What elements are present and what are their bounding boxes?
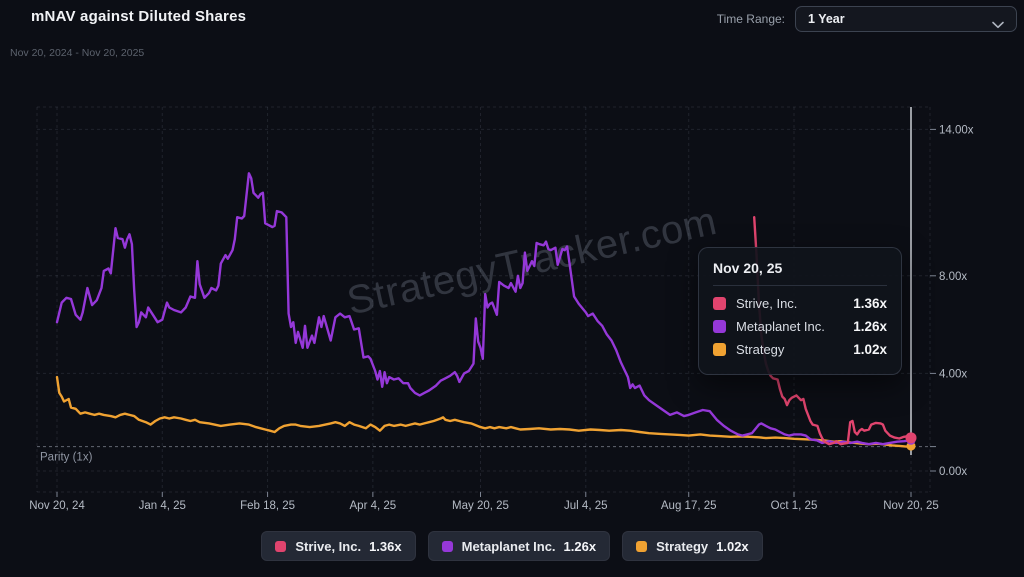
x-axis-label: Jan 4, 25 xyxy=(139,500,186,512)
end-dot-strive-inc xyxy=(905,432,917,444)
tooltip-series-value: 1.36x xyxy=(853,296,887,311)
time-range-select[interactable]: 1 Year xyxy=(795,6,1017,32)
tooltip-series-name: Strategy xyxy=(736,342,785,357)
legend-series-value: 1.36x xyxy=(369,538,402,554)
legend-series-name: Strive, Inc. xyxy=(295,538,362,554)
axis-ticks xyxy=(56,128,936,497)
chart-tooltip: Nov 20, 25 Strive, Inc. 1.36x Metaplanet I… xyxy=(698,247,902,375)
series-swatch-icon xyxy=(713,297,726,310)
legend-chip-strive-inc[interactable]: Strive, Inc. 1.36x xyxy=(261,531,416,561)
y-axis-label: 14.00x xyxy=(939,124,974,136)
date-range-subtitle: Nov 20, 2024 - Nov 20, 2025 xyxy=(10,47,145,59)
tooltip-date: Nov 20, 25 xyxy=(713,260,783,276)
x-axis-label: Apr 4, 25 xyxy=(350,500,397,512)
time-range-value: 1 Year xyxy=(808,12,845,26)
page-title: mNAV against Diluted Shares xyxy=(31,8,247,25)
legend-series-value: 1.26x xyxy=(563,538,597,554)
parity-label: Parity (1x) xyxy=(40,452,93,464)
series-swatch-icon xyxy=(713,320,726,333)
legend-series-name: Strategy xyxy=(656,538,709,554)
x-axis-label: Oct 1, 25 xyxy=(771,500,818,512)
x-axis-label: Nov 20, 24 xyxy=(29,500,85,512)
y-axis-label: 0.00x xyxy=(939,466,967,478)
time-range-control: Time Range: 1 Year xyxy=(717,6,1017,32)
legend-chip-strategy[interactable]: Strategy 1.02x xyxy=(622,531,763,561)
series-swatch-icon xyxy=(713,343,726,356)
tooltip-series-value: 1.26x xyxy=(853,319,887,334)
tooltip-series-name: Metaplanet Inc. xyxy=(736,319,825,334)
series-line-strategy xyxy=(55,375,913,448)
x-axis-label: Jul 4, 25 xyxy=(564,500,607,512)
tooltip-row-metaplanet-inc: Metaplanet Inc. 1.26x xyxy=(713,319,887,334)
tooltip-row-strategy: Strategy 1.02x xyxy=(713,342,887,357)
x-axis-label: May 20, 25 xyxy=(452,500,509,512)
tooltip-series-name: Strive, Inc. xyxy=(736,296,798,311)
y-axis-label: 4.00x xyxy=(939,368,967,380)
series-line-strive-inc xyxy=(753,216,913,446)
series-line-metaplanet-inc xyxy=(55,172,913,446)
series-swatch-icon xyxy=(441,540,453,552)
legend-series-name: Metaplanet Inc. xyxy=(461,538,556,554)
legend-chip-metaplanet-inc[interactable]: Metaplanet Inc. 1.26x xyxy=(427,531,611,561)
y-axis-label: 8.00x xyxy=(939,271,967,283)
series-swatch-icon xyxy=(275,540,287,552)
tooltip-row-strive-inc: Strive, Inc. 1.36x xyxy=(713,296,887,311)
tooltip-divider xyxy=(713,285,887,286)
x-axis-label: Nov 20, 25 xyxy=(883,500,939,512)
x-axis-label: Feb 18, 25 xyxy=(240,500,295,512)
time-range-label: Time Range: xyxy=(716,12,785,26)
chevron-down-icon xyxy=(992,16,1004,34)
legend-series-value: 1.02x xyxy=(716,538,749,554)
chart-legend: Strive, Inc. 1.36x Metaplanet Inc. 1.26x Str… xyxy=(0,531,1024,561)
x-axis-label: Aug 17, 25 xyxy=(661,500,717,512)
series-swatch-icon xyxy=(636,540,648,552)
tooltip-series-value: 1.02x xyxy=(853,342,887,357)
